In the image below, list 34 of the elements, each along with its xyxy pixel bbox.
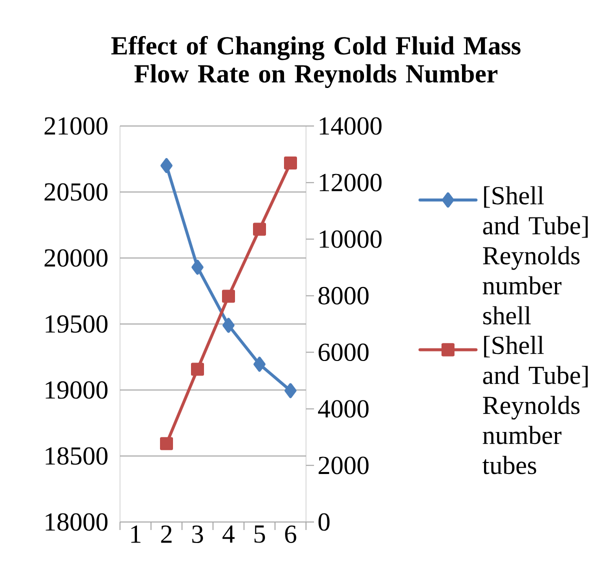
y-tick-label: 18500: [46, 447, 108, 465]
y2-tick-label: 14000: [320, 117, 382, 135]
x-tick-label: 3: [192, 526, 203, 543]
y-tick-label: 20500: [44, 183, 108, 201]
y-tick-label: 18000: [46, 513, 108, 531]
y-tick-label: 19500: [46, 315, 108, 333]
x-tick-label: 1: [131, 526, 140, 543]
point: [284, 383, 296, 398]
x-tick-label: 4: [222, 526, 235, 543]
y2-tick-label: 10000: [320, 230, 382, 248]
point: [160, 437, 173, 450]
y-tick-label: 20000: [44, 249, 108, 267]
y-tick-label: 19000: [46, 381, 108, 399]
point: [253, 222, 266, 236]
point: [222, 318, 235, 333]
y2-tick-label: 12000: [320, 174, 382, 192]
point: [254, 356, 266, 372]
point: [284, 156, 298, 170]
y-tick-label: 21000: [44, 117, 108, 135]
point: [160, 158, 173, 174]
y2-tick-label: 0: [318, 513, 330, 531]
point: [191, 362, 204, 376]
chart-title: Effect of Changing Cold Fluid Mass Flow Rate on Reynolds Number: [111, 36, 520, 88]
x-tick-label: 6: [285, 526, 296, 543]
legend-label: [Shell and Tube] Reynolds number tubes: [482, 336, 588, 474]
y2-tick-label: 8000: [318, 286, 369, 304]
point: [222, 290, 235, 303]
x-tick-label: 2: [161, 526, 172, 543]
legend-label: [Shell and Tube] Reynolds number shell: [482, 186, 588, 324]
y2-tick-label: 2000: [318, 456, 369, 474]
y2-tick-label: 6000: [318, 344, 369, 362]
point: [192, 260, 204, 275]
y2-tick-label: 4000: [318, 400, 369, 418]
x-tick-label: 5: [254, 526, 265, 543]
